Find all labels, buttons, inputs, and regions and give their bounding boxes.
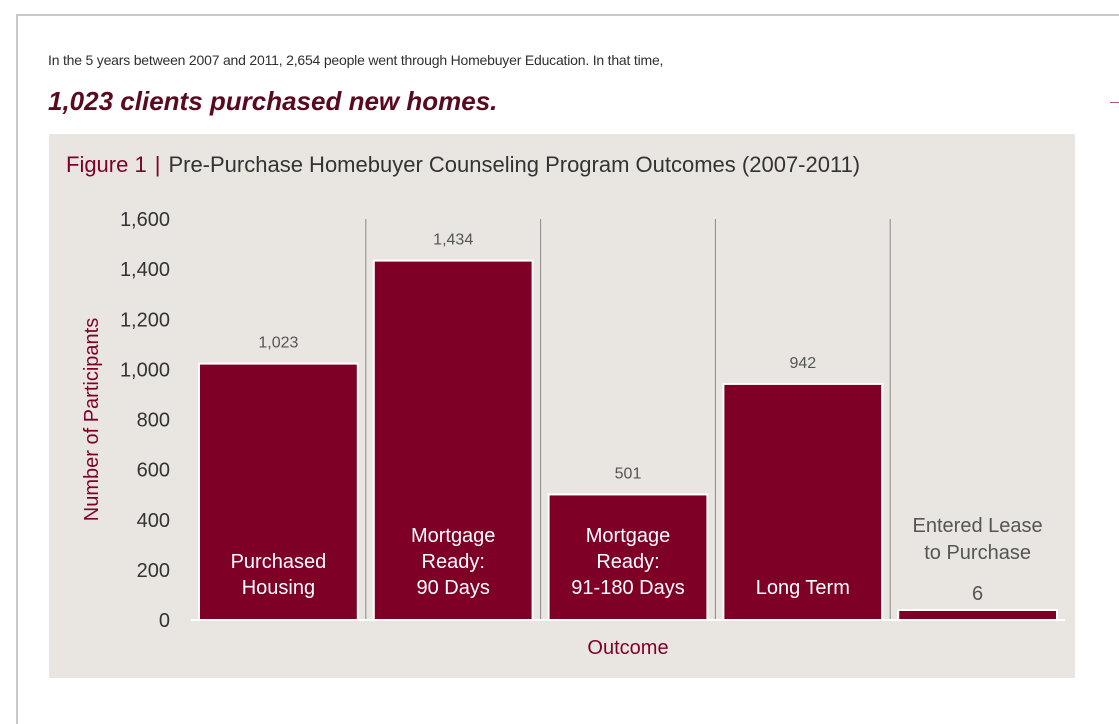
- y-axis-label: Number of Participants: [81, 318, 103, 521]
- category-label: 91-180 Days: [571, 577, 684, 599]
- y-tick-label: 600: [137, 460, 170, 482]
- bar: [547, 493, 709, 622]
- data-label: 6: [972, 583, 983, 605]
- y-tick-label: 0: [159, 610, 170, 632]
- figure-title: Pre-Purchase Homebuyer Counseling Progra…: [168, 152, 861, 177]
- data-label: 1,434: [433, 232, 473, 249]
- intro-text: In the 5 years between 2007 and 2011, 2,…: [48, 52, 664, 68]
- figure-title-row: Figure 1 | Pre-Purchase Homebuyer Counseli…: [66, 152, 860, 178]
- y-tick-label: 1,000: [120, 359, 170, 381]
- category-label: 90 Days: [417, 577, 490, 599]
- bar: [198, 362, 359, 621]
- x-axis-label: Outcome: [587, 637, 668, 659]
- category-label: Ready:: [596, 551, 659, 573]
- data-label: 501: [615, 465, 642, 482]
- category-label: Mortgage: [586, 525, 671, 547]
- category-label: Purchased: [231, 551, 327, 573]
- y-tick-label: 1,400: [120, 259, 170, 281]
- figure-separator: |: [154, 152, 161, 177]
- bar: [897, 609, 1059, 621]
- category-label: to Purchase: [924, 542, 1031, 564]
- category-label: Long Term: [756, 577, 850, 599]
- y-tick-label: 800: [137, 410, 170, 432]
- category-label: Entered Lease: [913, 515, 1043, 537]
- figure-label: Figure 1: [66, 152, 147, 177]
- y-tick-label: 200: [137, 560, 170, 582]
- bar: [372, 259, 534, 621]
- data-label: 1,023: [258, 335, 298, 352]
- y-tick-label: 1,600: [120, 209, 170, 231]
- bar: [722, 382, 884, 621]
- y-tick-label: 1,200: [120, 309, 170, 331]
- category-label: Housing: [242, 577, 315, 599]
- category-label: Mortgage: [411, 525, 496, 547]
- headline: 1,023 clients purchased new homes.: [48, 86, 498, 116]
- margin-mark: [1110, 102, 1119, 103]
- category-label: Ready:: [422, 551, 485, 573]
- page-frame: [16, 14, 1119, 724]
- data-label: 942: [789, 355, 816, 372]
- y-tick-label: 400: [137, 510, 170, 532]
